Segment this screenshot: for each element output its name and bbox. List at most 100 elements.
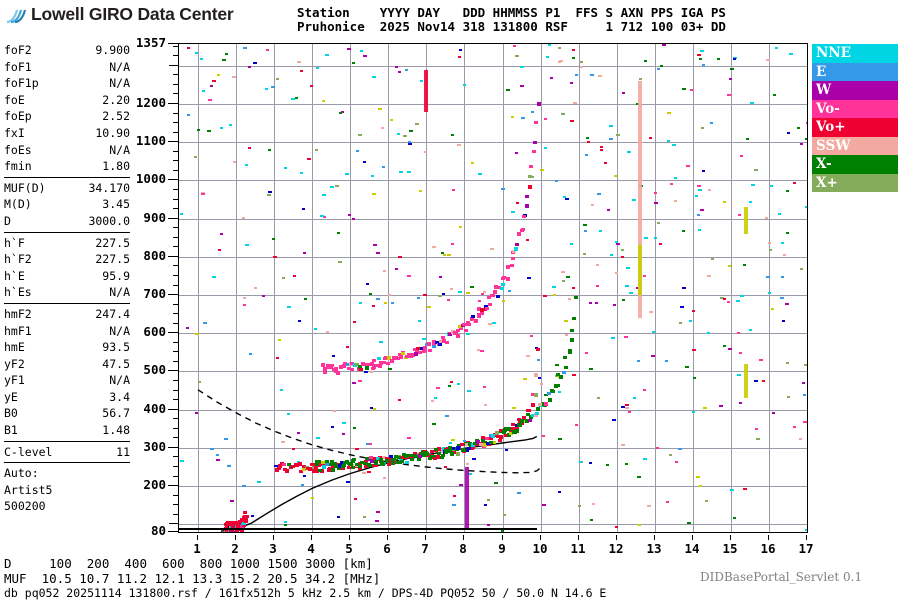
trace-point — [377, 357, 381, 360]
echo-point — [398, 71, 401, 73]
echo-point — [526, 355, 530, 357]
echo-point — [297, 61, 301, 63]
echo-point — [600, 149, 603, 151]
echo-point — [523, 378, 527, 380]
echo-point — [307, 158, 311, 160]
trace-point — [387, 463, 391, 466]
gridline-horizontal — [179, 333, 807, 334]
echo-point — [773, 94, 776, 96]
trace-point — [572, 317, 576, 320]
y-tick-label: 700 — [143, 286, 166, 301]
legend-item-x[interactable]: X+ — [812, 173, 898, 192]
echo-point — [478, 173, 482, 175]
legend-label: W — [816, 82, 832, 98]
trace-point — [473, 442, 477, 445]
echo-point — [614, 175, 617, 177]
echo-point — [388, 294, 391, 296]
trace-point — [347, 466, 351, 469]
y-tick-minor — [173, 170, 178, 171]
echo-point — [755, 428, 758, 430]
trace-point — [365, 366, 369, 370]
gridline-vertical — [388, 44, 389, 532]
param-name: yF1 — [4, 373, 25, 388]
param-row-fof2: foF2 9.900 — [4, 42, 130, 59]
trace-point — [396, 357, 400, 360]
echo-point — [210, 448, 214, 450]
echo-point — [589, 462, 592, 464]
echo-point — [544, 147, 547, 149]
legend-item-vo[interactable]: Vo- — [812, 99, 898, 118]
trace-point — [321, 363, 325, 366]
echo-point — [248, 147, 251, 149]
trace-point — [494, 285, 498, 289]
x-axis: 1 2 3 4 5 6 7 8 9 10 11 12 13 14 15 16 17 — [178, 535, 814, 556]
echo-point — [787, 396, 790, 398]
trace-point — [388, 458, 392, 461]
echo-point — [595, 302, 598, 304]
echo-point — [254, 287, 257, 289]
echo-point — [625, 404, 629, 406]
echo-point — [452, 189, 455, 191]
trace-point — [331, 463, 335, 467]
trace-point — [282, 463, 286, 466]
x-tick — [616, 535, 617, 540]
param-row-fof1p: foF1p N/A — [4, 75, 130, 92]
echo-point — [558, 61, 561, 63]
echo-point — [720, 297, 724, 299]
gridline-horizontal — [179, 448, 807, 449]
echo-point — [771, 308, 774, 310]
echo-point — [750, 102, 754, 104]
echo-point — [208, 99, 212, 101]
echo-point — [316, 67, 319, 69]
gridline-horizontal — [179, 371, 807, 372]
echo-point — [768, 242, 771, 244]
echo-point — [596, 285, 599, 287]
echo-point — [622, 92, 625, 94]
echo-point — [765, 217, 768, 219]
trace-point — [391, 462, 395, 465]
param-row-fxi: fxI 10.90 — [4, 125, 130, 142]
legend-item-w[interactable]: W — [812, 81, 898, 100]
x-tick-label: 10 — [532, 541, 548, 556]
trace-point — [330, 364, 334, 367]
trace-point — [385, 457, 389, 460]
echo-point — [561, 113, 565, 115]
legend-item-e[interactable]: E — [812, 62, 898, 81]
echo-point — [225, 53, 228, 55]
echo-point — [245, 164, 248, 166]
echo-point — [572, 374, 576, 376]
trace-point — [341, 465, 345, 468]
echo-point — [202, 90, 205, 92]
trace-point — [531, 403, 535, 407]
echo-point — [466, 463, 469, 465]
legend-item-x[interactable]: X- — [812, 155, 898, 174]
param-name: D — [4, 213, 11, 228]
echo-point — [367, 471, 371, 473]
trace-point — [465, 449, 469, 452]
echo-point — [625, 407, 629, 409]
trace-point — [394, 455, 398, 458]
echo-point — [692, 349, 696, 351]
trace-point — [411, 353, 415, 357]
legend-item-nne[interactable]: NNE — [812, 44, 898, 63]
ionogram-plot[interactable] — [178, 43, 808, 533]
param-row-he: h`E 95.9 — [4, 268, 130, 285]
trace-point — [535, 412, 539, 415]
trace-point — [351, 466, 355, 469]
legend-item-vo[interactable]: Vo+ — [812, 118, 898, 137]
echo-point — [611, 337, 615, 339]
echo-point — [737, 374, 741, 376]
param-value: N/A — [109, 323, 130, 338]
echo-point — [488, 323, 492, 325]
echo-point — [616, 134, 620, 136]
echo-point — [463, 84, 466, 86]
echo-point — [629, 292, 633, 294]
echo-point — [494, 482, 498, 484]
echo-point — [481, 293, 484, 295]
echo-point — [626, 267, 630, 269]
echo-point — [800, 143, 803, 145]
echo-point — [565, 334, 568, 336]
trace-point — [358, 466, 362, 470]
legend-item-ssw[interactable]: SSW — [812, 136, 898, 155]
y-tick-minor — [173, 351, 178, 352]
